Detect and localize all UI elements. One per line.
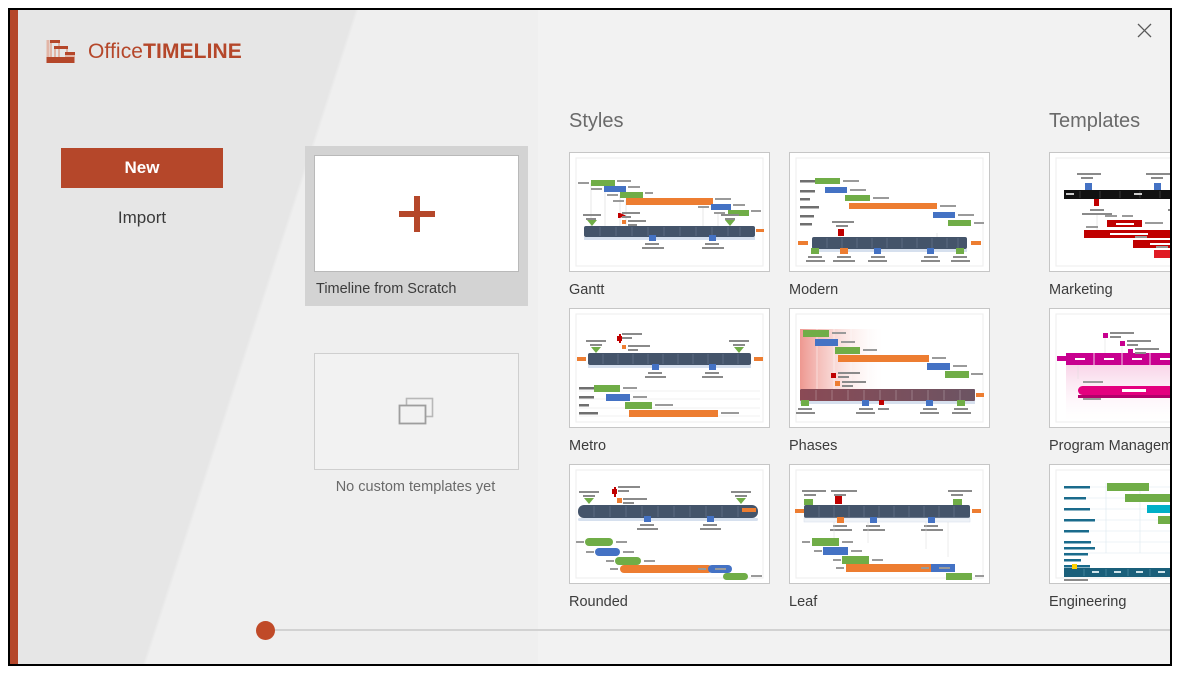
tile-thumbnail [789,308,990,428]
tile-label: Phases [789,438,838,454]
brand: OfficeTIMELINE [46,38,242,66]
template-tile-program-management[interactable]: Program Management [1049,308,1170,454]
tile-thumbnail [789,464,990,584]
tile-label: Engineering [1049,594,1127,610]
style-tile-leaf[interactable]: Leaf [789,464,990,610]
tile-label: Gantt [569,282,605,298]
nav-item-import[interactable]: Import [117,208,167,227]
tile-label: Rounded [569,594,628,610]
tile-label: Program Management [1049,438,1170,454]
plus-icon [395,192,439,236]
tile-label: Leaf [789,594,818,610]
tile-thumbnail [569,152,770,272]
tile-thumbnail [1049,308,1170,428]
tile-label: Metro [569,438,607,454]
template-tile-engineering[interactable]: Engineering [1049,464,1170,610]
close-icon[interactable] [1124,14,1164,46]
style-tile-gantt[interactable]: Gantt [569,152,770,298]
card-caption: Timeline from Scratch [316,281,457,297]
style-tile-modern[interactable]: Modern [789,152,990,298]
style-tile-rounded[interactable]: Rounded [569,464,770,610]
brand-title-light: Office [88,40,144,63]
window-body: OfficeTIMELINE New Import Timeline fr [18,10,1170,664]
tile-thumbnail [1049,152,1170,272]
scratch-column: Timeline from Scratch No custom template… [305,146,528,542]
brand-title: OfficeTIMELINE [88,40,242,64]
tile-thumbnail [569,464,770,584]
tile-thumbnail [1049,464,1170,584]
tile-thumbnail [569,308,770,428]
style-tile-phases[interactable]: Phases [789,308,990,454]
card-timeline-from-scratch[interactable]: Timeline from Scratch [305,146,528,306]
office-timeline-dialog: OfficeTIMELINE New Import Timeline fr [8,8,1172,666]
nav-item-new[interactable]: New [61,148,223,188]
tile-thumbnail [789,152,990,272]
tile-label: Marketing [1049,282,1113,298]
horizontal-scroll-slider[interactable] [248,618,1170,642]
tile-label: Modern [789,282,839,298]
slider-thumb[interactable] [256,621,275,640]
card-thumbnail [314,353,519,470]
card-no-custom-templates[interactable]: No custom templates yet [305,344,528,504]
templates-heading: Templates [1049,110,1141,132]
style-tile-metro[interactable]: Metro [569,308,770,454]
left-nav: New Import [61,148,223,238]
card-caption: No custom templates yet [335,479,496,495]
slider-track[interactable] [266,629,1170,631]
template-tile-marketing[interactable]: Marketing [1049,152,1170,298]
accent-stripe [10,10,18,664]
brand-title-bold: TIMELINE [143,40,242,63]
office-timeline-logo-icon [46,38,76,66]
card-thumbnail [314,155,519,272]
styles-heading: Styles [569,110,624,132]
stacked-slides-icon [395,395,439,429]
